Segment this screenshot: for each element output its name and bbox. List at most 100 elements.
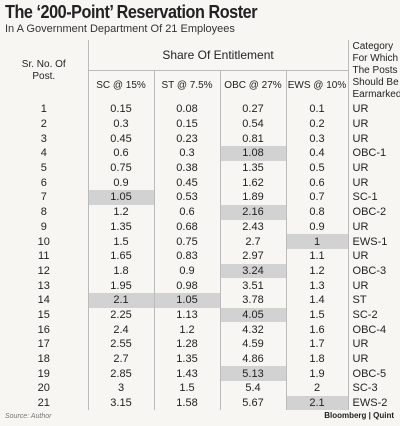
table-cell: 0.75	[87, 160, 154, 176]
table-cell: 0.7	[285, 190, 349, 205]
table-cell: 2.43	[219, 219, 286, 235]
table-cell: 2.16	[219, 204, 286, 220]
table-row: 17 2.55 1.28 4.59 1.7 UR	[0, 337, 400, 352]
table-row: 14 2.1 1.05 3.78 1.4 ST	[0, 292, 400, 308]
title: The ‘200-Point’ Reservation Roster	[5, 2, 258, 22]
table-cell: 0.75	[153, 234, 220, 249]
table-body: 1 0.15 0.08 0.27 0.1 UR 2 0.3 0.15 0.54 0.2 UR 3 0.45…	[0, 102, 400, 411]
table-cell: OBC-4	[347, 322, 400, 337]
source: Source: Author	[5, 413, 52, 420]
table-cell: UR	[347, 337, 400, 352]
table-cell: 0.5	[285, 160, 349, 176]
table-cell: 0.6	[87, 146, 154, 161]
table-cell: 21	[37, 397, 50, 410]
table-cell: EWS-2	[347, 395, 400, 411]
table-cell: 11	[38, 250, 50, 263]
table-cell: 4	[40, 147, 47, 160]
table-cell: 17	[37, 338, 50, 351]
table-cell: 1.5	[87, 234, 154, 249]
table-cell: 18	[37, 353, 50, 366]
table-cell: 1.43	[153, 366, 220, 382]
table-cell: 1.95	[87, 278, 154, 293]
table-cell: 3.24	[219, 263, 286, 279]
column-header: Category For Which The Posts Should Be E…	[347, 40, 400, 102]
table-cell: EWS-1	[347, 234, 400, 249]
table-row: 15 2.25 1.13 4.05 1.5 SC-2	[0, 307, 400, 323]
roster-table: Sr. No. Of Post. Share Of Entitlement Ca…	[0, 40, 400, 411]
table-cell: 2	[40, 118, 47, 131]
table-cell: 2.7	[219, 234, 286, 249]
table-cell: 16	[37, 323, 50, 336]
table-cell: 0.81	[219, 131, 286, 147]
table-cell: SC-1	[347, 190, 400, 205]
table-cell: 2.7	[87, 351, 154, 367]
table-cell: 1	[285, 234, 349, 249]
table-cell: 0.54	[219, 116, 286, 132]
table-cell: 1.2	[87, 204, 154, 220]
table-cell: 2.85	[87, 366, 154, 382]
table-cell: 2.55	[87, 337, 154, 352]
table-cell: 7	[40, 191, 47, 204]
table-cell: 14	[37, 294, 50, 307]
table-cell: 1.5	[285, 307, 349, 323]
table-cell: 0.6	[285, 175, 349, 191]
table-cell: UR	[347, 116, 400, 132]
table-cell: 12	[37, 264, 50, 277]
table-cell: 3	[40, 132, 47, 145]
table-cell: 1.89	[219, 190, 286, 205]
table-cell: 0.2	[285, 116, 349, 132]
table-cell: 2.25	[87, 307, 154, 323]
table-row: 16 2.4 1.2 4.32 1.6 OBC-4	[0, 322, 400, 337]
table-row: 6 0.9 0.45 1.62 0.6 UR	[0, 175, 400, 191]
table-cell: UR	[347, 219, 400, 235]
table-cell: UR	[347, 175, 400, 191]
table-cell: UR	[347, 102, 400, 117]
table-cell: UR	[347, 351, 400, 367]
table-row: 1 0.15 0.08 0.27 0.1 UR	[0, 102, 400, 117]
table-cell: 4.05	[219, 307, 286, 323]
table-row: 8 1.2 0.6 2.16 0.8 OBC-2	[0, 204, 400, 220]
table-cell: 3	[87, 381, 154, 396]
table-cell: 0.98	[153, 278, 220, 293]
table-row: 18 2.7 1.35 4.86 1.8 UR	[0, 351, 400, 367]
table-row: 10 1.5 0.75 2.7 1 EWS-1	[0, 234, 400, 249]
table-cell: 1.58	[153, 395, 220, 411]
table-cell: 3.15	[87, 395, 154, 411]
table-cell: 0.27	[219, 102, 286, 117]
column-header: ST @ 7.5%	[153, 70, 220, 102]
table-cell: 1.35	[219, 160, 286, 176]
table-cell: 1.35	[87, 219, 154, 235]
table-cell: 1.6	[285, 322, 349, 337]
table-cell: 0.8	[285, 204, 349, 220]
table-cell: ST	[347, 292, 400, 308]
table-cell: 0.3	[153, 146, 220, 161]
table-cell: 1.8	[285, 351, 349, 367]
table-cell: SC-3	[347, 381, 400, 396]
table-cell: 1.65	[87, 248, 154, 264]
table-cell: 20	[37, 382, 50, 395]
table-cell: 0.4	[285, 146, 349, 161]
table-cell: 1.9	[285, 366, 349, 382]
table-cell: OBC-1	[347, 146, 400, 161]
table-cell: 0.3	[285, 131, 349, 147]
table-cell: 1.3	[285, 278, 349, 293]
table-cell: 2	[285, 381, 349, 396]
table-cell: 6	[40, 176, 47, 189]
subtitle: In A Government Department Of 21 Employe…	[5, 23, 235, 35]
table-cell: 1.4	[285, 292, 349, 308]
table-cell: 0.83	[153, 248, 220, 264]
table-cell: 1.08	[219, 146, 286, 161]
table-cell: 5.13	[219, 366, 286, 382]
table-cell: 0.45	[87, 131, 154, 147]
table-cell: 0.15	[153, 116, 220, 132]
table-cell: 5.4	[219, 381, 286, 396]
table-row: 5 0.75 0.38 1.35 0.5 UR	[0, 160, 400, 176]
table-cell: 9	[40, 220, 47, 233]
table-row: 4 0.6 0.3 1.08 0.4 OBC-1	[0, 146, 400, 161]
table-cell: 1.05	[87, 190, 154, 205]
table-cell: 0.6	[153, 204, 220, 220]
table-cell: 0.08	[153, 102, 220, 117]
table-cell: UR	[347, 160, 400, 176]
table-row: 9 1.35 0.68 2.43 0.9 UR	[0, 219, 400, 235]
